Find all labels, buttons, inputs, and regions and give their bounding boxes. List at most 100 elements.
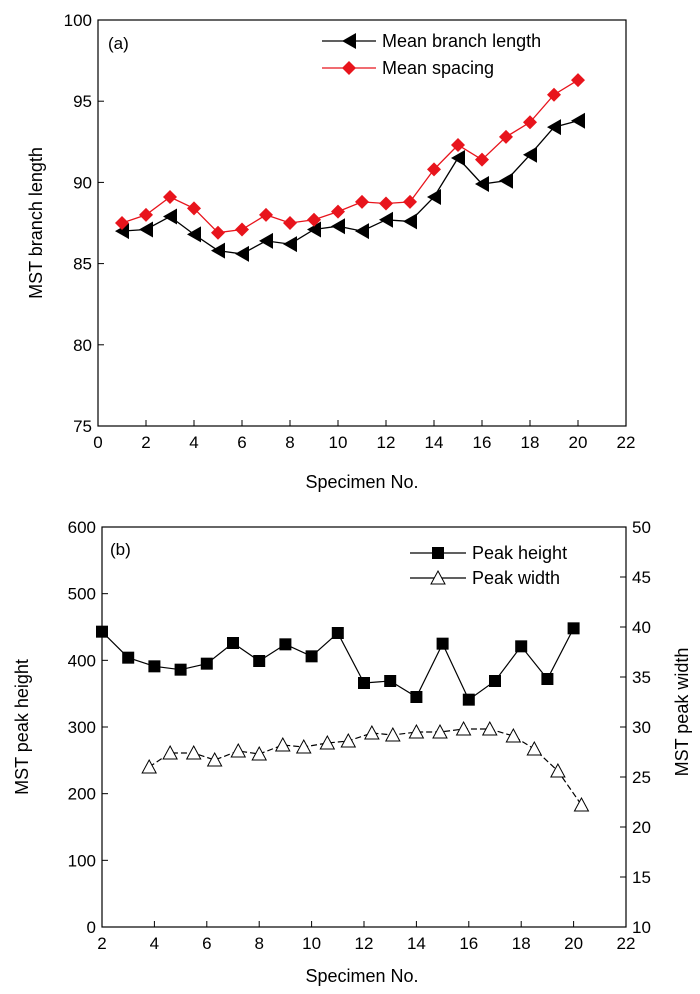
data-point-a-1 (187, 201, 201, 216)
plot-frame-a (97, 19, 627, 427)
x-tick-label-b: 2 (97, 934, 106, 953)
data-point-a-1 (499, 129, 513, 144)
data-point-b-1 (505, 727, 522, 743)
x-tick-label-b: 12 (355, 934, 374, 953)
y-tick-label-b: 100 (68, 851, 96, 870)
data-point-a-1 (451, 138, 465, 153)
y-tick-label-a: 80 (73, 336, 92, 355)
data-point-a-1 (283, 216, 297, 230)
x-tick-label-a: 0 (93, 433, 102, 452)
data-point-b-0 (462, 693, 475, 706)
data-point-b-1 (340, 732, 357, 748)
data-point-a-0 (355, 223, 369, 240)
data-point-a-1 (331, 204, 345, 219)
x-tick-label-b: 20 (564, 934, 583, 953)
y-tick-label-a: 100 (64, 11, 92, 30)
y2-tick-label-b: 10 (632, 918, 651, 937)
x-tick-label-a: 20 (569, 433, 588, 452)
x-tick-label-b: 10 (302, 934, 321, 953)
data-point-b-1 (162, 744, 178, 760)
x-tick-label-a: 2 (141, 433, 150, 452)
y-tick-label-a: 75 (73, 417, 92, 436)
x-tick-label-a: 16 (473, 433, 492, 452)
data-point-a-1 (211, 225, 225, 240)
series-line-b-1 (148, 728, 582, 806)
data-point-b-1 (384, 726, 401, 742)
data-point-a-0 (499, 172, 513, 189)
data-point-a-1 (427, 162, 441, 177)
y2-tick-label-b: 30 (632, 718, 651, 737)
data-point-b-1 (573, 796, 590, 812)
data-point-a-1 (139, 207, 153, 222)
y2-tick-label-b: 35 (632, 668, 651, 687)
data-point-b-1 (185, 744, 202, 760)
x-tick-label-b: 14 (407, 934, 426, 953)
data-point-a-0 (235, 245, 249, 262)
x-tick-label-a: 10 (329, 433, 348, 452)
data-point-b-0 (541, 673, 554, 685)
data-point-b-1 (251, 745, 268, 761)
data-point-b-1 (432, 723, 448, 739)
data-point-a-0 (547, 119, 561, 136)
x-tick-label-b: 8 (254, 934, 263, 953)
data-point-b-1 (550, 762, 566, 778)
data-point-a-0 (451, 150, 465, 167)
data-point-a-0 (475, 176, 489, 193)
y-tick-label-b: 400 (68, 651, 96, 670)
x-tick-label-b: 18 (512, 934, 531, 953)
data-point-a-1 (475, 152, 489, 167)
data-point-a-0 (523, 146, 537, 163)
y-tick-label-a: 85 (73, 255, 92, 274)
data-point-b-1 (141, 758, 157, 774)
data-point-b-0 (253, 655, 266, 667)
y2-tick-label-b: 20 (632, 818, 651, 837)
x-tick-label-a: 12 (377, 433, 396, 452)
legend-b: Peak height Peak width (410, 543, 567, 588)
series-a (115, 73, 585, 262)
data-point-b-0 (489, 675, 501, 687)
data-point-a-1 (571, 73, 585, 88)
data-point-a-1 (355, 194, 369, 209)
x-tick-label-a: 18 (521, 433, 540, 452)
data-point-a-1 (307, 212, 321, 227)
y2-ticks-b: 10 15 20 25 30 35 40 45 50 (620, 518, 651, 937)
data-point-b-1 (455, 720, 472, 736)
panel-a: 0 2 4 6 8 10 12 14 16 18 20 22 75 80 85 90 95 100 (a) Sp… (26, 11, 635, 492)
data-point-a-0 (163, 208, 177, 225)
y-tick-label-b: 600 (68, 518, 96, 537)
legend-marker-triangle-left (342, 33, 356, 49)
panel-label-b: (b) (110, 540, 131, 559)
data-point-b-0 (122, 651, 135, 664)
data-point-a-0 (571, 112, 585, 129)
data-point-b-1 (364, 724, 380, 740)
data-point-b-0 (331, 627, 344, 639)
legend-label-peak-height: Peak height (472, 543, 567, 563)
x-tick-label-a: 4 (189, 433, 198, 452)
data-point-a-0 (259, 232, 273, 249)
y-tick-label-b: 300 (68, 718, 96, 737)
data-point-b-0 (384, 675, 397, 687)
x-tick-label-a: 14 (425, 433, 444, 452)
data-point-a-0 (331, 218, 345, 235)
data-point-a-1 (379, 196, 393, 211)
data-point-a-1 (163, 190, 177, 205)
y2-tick-label-b: 25 (632, 768, 651, 787)
x-axis-label-b: Specimen No. (305, 966, 418, 986)
series-line-a-1 (121, 79, 579, 234)
legend-a: Mean branch length Mean spacing (322, 31, 541, 78)
data-point-b-1 (206, 751, 223, 767)
legend-marker-open-triangle (430, 569, 446, 585)
data-point-b-0 (410, 691, 423, 703)
data-point-b-1 (481, 720, 498, 736)
y-ticks-b: 0 100 200 300 400 500 600 (68, 518, 108, 937)
data-point-b-0 (96, 625, 108, 638)
legend-label-mean-spacing: Mean spacing (382, 58, 494, 78)
data-point-a-0 (283, 236, 297, 253)
y2-tick-label-b: 40 (632, 618, 651, 637)
x-tick-label-b: 22 (617, 934, 636, 953)
legend-marker-square (432, 547, 444, 559)
data-point-b-0 (305, 650, 318, 663)
y-tick-label-b: 0 (87, 918, 96, 937)
y2-axis-label-b: MST peak width (672, 648, 692, 777)
